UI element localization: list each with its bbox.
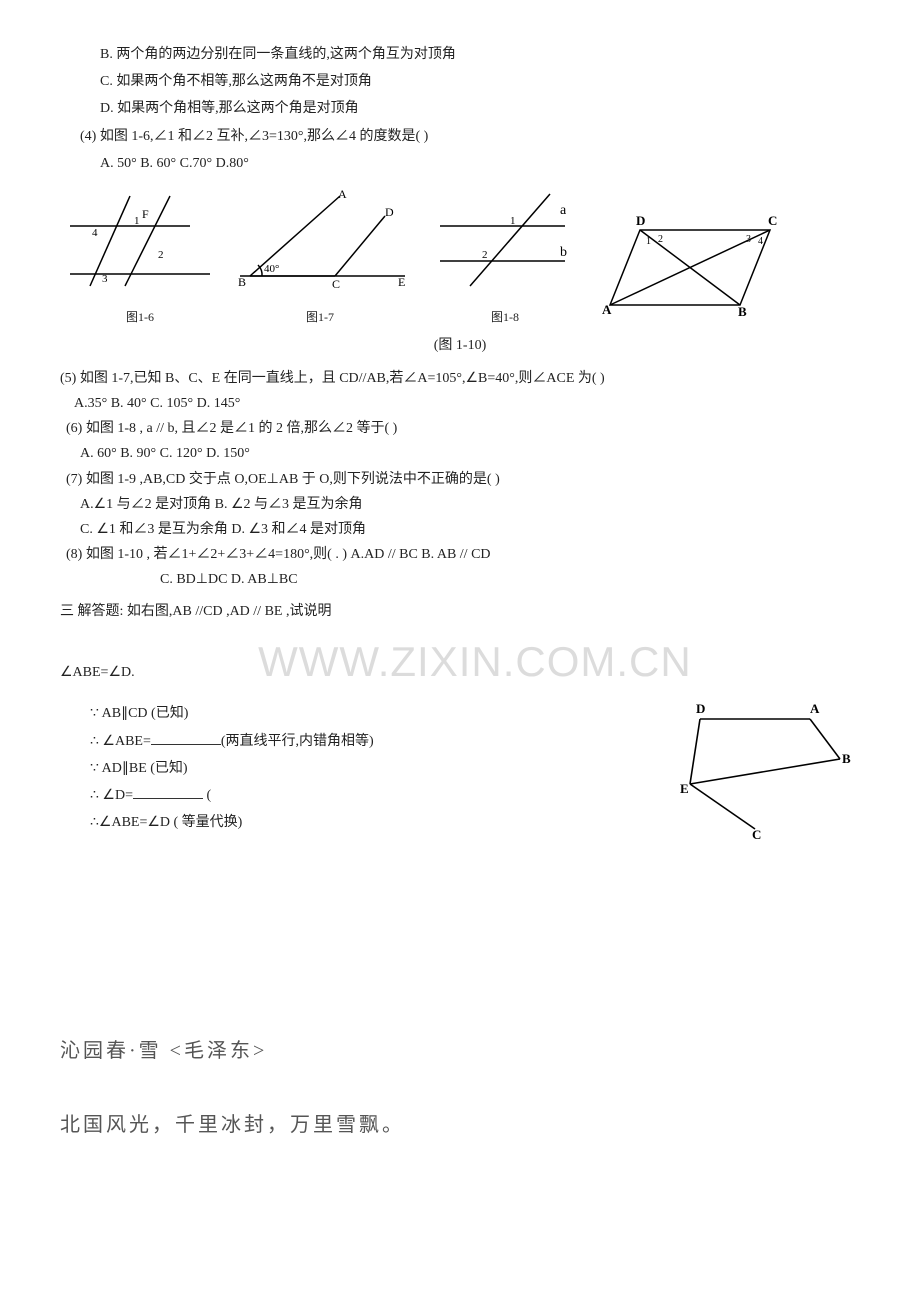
svg-text:40°: 40° [264, 263, 279, 275]
figure-1-10: D C A B 1 2 3 4 [600, 210, 780, 329]
q5-options: A.35° B. 40° C. 105° D. 145° [60, 391, 860, 416]
svg-text:B: B [842, 751, 851, 766]
q8-options-b: C. BD⊥DC D. AB⊥BC [60, 567, 860, 592]
svg-text:D: D [636, 213, 645, 228]
blank-1[interactable] [151, 730, 221, 745]
fig-1-7-label: 图1-7 [230, 307, 410, 329]
svg-text:A: A [602, 302, 612, 317]
svg-text:B: B [738, 304, 747, 319]
svg-text:3: 3 [746, 234, 751, 245]
watermark-text: WWW.ZIXIN.COM.CN [258, 638, 692, 685]
fig-1-10-svg: D C A B 1 2 3 4 [600, 210, 780, 320]
poem-block: 沁园春·雪 <毛泽东> 北国风光，千里冰封，万里雪飘。 [60, 1029, 860, 1147]
svg-text:D: D [696, 701, 705, 716]
figures-row: F 1 4 2 3 图1-6 A D B C E 40° 图1-7 [70, 186, 860, 329]
q8-stem: (8) 如图 1-10 , 若∠1+∠2+∠3+∠4=180°,则( . ) A… [60, 542, 860, 567]
figure-1-7: A D B C E 40° 图1-7 [230, 186, 410, 329]
svg-text:D: D [385, 205, 394, 219]
q4-options: A. 50° B. 60° C.70° D.80° [60, 151, 860, 176]
q7-options-b: C. ∠1 和∠3 是互为余角 D. ∠3 和∠4 是对顶角 [60, 517, 860, 542]
svg-text:C: C [768, 213, 777, 228]
svg-text:B: B [238, 275, 246, 289]
fig-1-6-label: 图1-6 [70, 307, 210, 329]
q7-options-a: A.∠1 与∠2 是对顶角 B. ∠2 与∠3 是互为余角 [60, 492, 860, 517]
q6-options: A. 60° B. 90° C. 120° D. 150° [60, 441, 860, 466]
figure-1-6: F 1 4 2 3 图1-6 [70, 186, 210, 329]
proof-diagram: D A B E C [680, 699, 860, 848]
svg-text:4: 4 [758, 236, 763, 247]
svg-text:E: E [398, 275, 405, 289]
svg-text:E: E [680, 781, 689, 796]
svg-text:F: F [142, 207, 149, 221]
fig-1-8-label: 图1-8 [430, 307, 580, 329]
svg-text:2: 2 [158, 249, 164, 261]
q3-option-b: B. 两个角的两边分别在同一条直线的,这两个角互为对顶角 [60, 42, 860, 67]
q6-stem: (6) 如图 1-8 , a // b, 且∠2 是∠1 的 2 倍,那么∠2 … [60, 416, 860, 441]
svg-text:a: a [560, 203, 567, 218]
svg-text:C: C [332, 277, 340, 291]
svg-text:b: b [560, 245, 567, 260]
svg-text:1: 1 [646, 236, 651, 247]
svg-text:3: 3 [102, 273, 108, 285]
svg-text:4: 4 [92, 227, 98, 239]
fig-1-6-svg: F 1 4 2 3 [70, 186, 210, 296]
svg-text:A: A [338, 187, 347, 201]
q5-stem: (5) 如图 1-7,已知 B、C、E 在同一直线上，且 CD//AB,若∠A=… [60, 366, 860, 391]
svg-text:C: C [752, 827, 761, 839]
fig-1-8-svg: a b 1 2 [430, 186, 580, 296]
q4-stem: (4) 如图 1-6,∠1 和∠2 互补,∠3=130°,那么∠4 的度数是( … [60, 124, 860, 149]
q7-stem: (7) 如图 1-9 ,AB,CD 交于点 O,OE⊥AB 于 O,则下列说法中… [60, 467, 860, 492]
svg-text:2: 2 [658, 234, 663, 245]
fig-1-7-svg: A D B C E 40° [230, 186, 410, 296]
figure-1-8: a b 1 2 图1-8 [430, 186, 580, 329]
figure-1-10-label: (图 1-10) [60, 333, 860, 358]
q3-option-d: D. 如果两个角相等,那么这两个角是对顶角 [60, 96, 860, 121]
q3-option-c: C. 如果两个角不相等,那么这两角不是对顶角 [60, 69, 860, 94]
svg-text:A: A [810, 701, 820, 716]
section-3-stem: 三 解答题: 如右图,AB //CD ,AD // BE ,试说明 [60, 599, 860, 624]
poem-title: 沁园春·雪 <毛泽东> [60, 1029, 860, 1073]
svg-text:2: 2 [482, 249, 488, 261]
svg-text:1: 1 [510, 215, 516, 227]
blank-2[interactable] [133, 784, 203, 799]
section-3-conclusion: ∠ABE=∠D. [60, 665, 135, 680]
svg-text:1: 1 [134, 215, 140, 227]
poem-line-1: 北国风光，千里冰封，万里雪飘。 [60, 1103, 860, 1147]
